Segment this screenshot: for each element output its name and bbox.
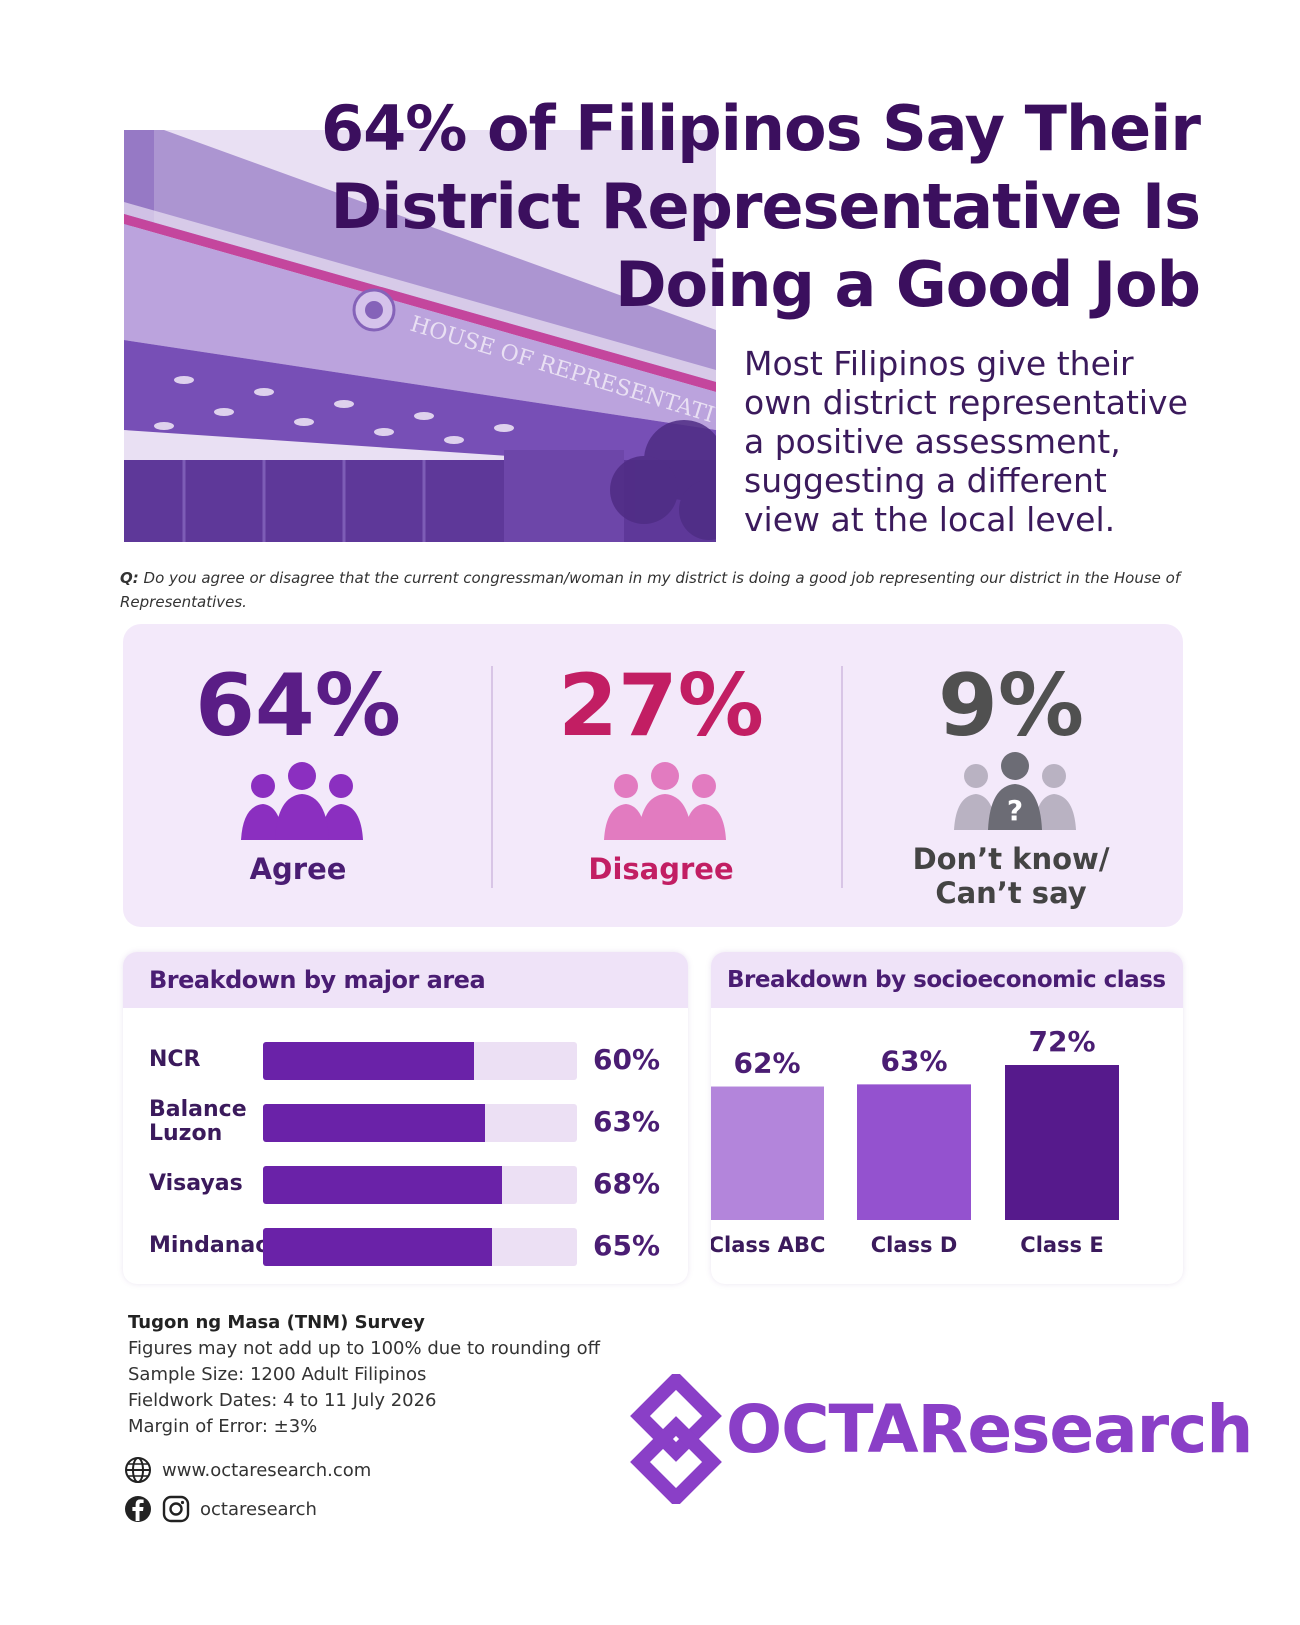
dont-know-label-line: Don’t know/: [912, 842, 1110, 876]
area-bar: [263, 1042, 474, 1080]
area-value-label: 63%: [593, 1105, 661, 1138]
area-value-label: 65%: [593, 1229, 661, 1262]
summary-agree: 64% Agree: [123, 624, 473, 927]
area-breakdown-panel: Breakdown by major area NCR 60% Balance Lu…: [123, 952, 688, 1284]
social-handle[interactable]: octaresearch: [200, 1498, 317, 1520]
dont-know-label-line: Can’t say: [935, 876, 1087, 910]
survey-question: Q: Do you agree or disagree that the cur…: [120, 566, 1200, 614]
area-bar-track: [263, 1228, 577, 1266]
subtitle: Most Filipinos give their own district r…: [744, 344, 1244, 539]
class-bar: [857, 1084, 971, 1220]
facebook-icon[interactable]: [124, 1495, 152, 1523]
area-category-label: Visayas: [149, 1171, 243, 1196]
class-panel-title: Breakdown by socioeconomic class: [711, 952, 1183, 1008]
disagree-label: Disagree: [588, 852, 734, 886]
title-line: 64% of Filipinos Say Their: [321, 92, 1201, 165]
sample-size: Sample Size: 1200 Adult Filipinos: [128, 1364, 427, 1385]
rounding-note: Figures may not add up to 100% due to ro…: [128, 1338, 600, 1359]
dont-know-label: Don’t know/ Can’t say: [836, 842, 1186, 910]
class-bar: [1005, 1065, 1119, 1220]
area-value-label: 60%: [593, 1043, 661, 1076]
area-bar-track: [263, 1166, 577, 1204]
summary-dont-know: 9% ? Don’t know/ Can’t say: [836, 624, 1186, 927]
class-value-label: 72%: [1028, 1025, 1095, 1058]
survey-name: Tugon ng Masa (TNM) Survey: [128, 1312, 425, 1333]
area-bar: [263, 1228, 492, 1266]
summary-card: 64% Agree 27% Disagree 9% ?: [123, 624, 1183, 927]
class-breakdown-panel: Breakdown by socioeconomic class 62% Clas…: [711, 952, 1183, 1284]
octa-research-logo: OCTAResearch: [630, 1370, 1253, 1508]
divider: [841, 666, 843, 888]
class-bar: [711, 1086, 824, 1220]
area-value-label: 68%: [593, 1167, 661, 1200]
area-row: Visayas 68%: [123, 1164, 688, 1204]
website-link[interactable]: www.octaresearch.com: [162, 1459, 372, 1481]
subtitle-line: view at the local level.: [744, 500, 1116, 539]
social-row: octaresearch: [124, 1495, 317, 1523]
instagram-icon[interactable]: [162, 1495, 190, 1523]
class-category-label: Class D: [871, 1233, 958, 1257]
fieldwork-dates: Fieldwork Dates: 4 to 11 July 2026: [128, 1390, 437, 1411]
class-value-label: 63%: [880, 1044, 947, 1077]
class-bar-chart: 62% Class ABC 63% Class D 72% Class E: [711, 1025, 1119, 1257]
svg-text:?: ?: [1007, 794, 1023, 827]
area-row: NCR 60%: [123, 1040, 688, 1080]
agree-percent: 64%: [195, 656, 401, 756]
class-value-label: 62%: [733, 1047, 800, 1080]
area-row: Mindanao 65%: [123, 1226, 688, 1266]
people-question-icon: ?: [954, 752, 1076, 830]
hero-photo-house-of-representatives: HOUSE OF REPRESENTATIVES: [124, 130, 716, 542]
class-category-label: Class E: [1020, 1233, 1103, 1257]
area-row: Balance Luzon 63%: [123, 1097, 688, 1146]
area-bar-track: [263, 1104, 577, 1142]
subtitle-line: own district representative: [744, 383, 1188, 422]
disagree-percent: 27%: [558, 656, 764, 756]
title-line: District Representative Is: [330, 170, 1201, 243]
class-category-label: Class ABC: [711, 1233, 825, 1257]
area-bar-track: [263, 1042, 577, 1080]
logo-wordmark: OCTAResearch: [726, 1391, 1253, 1468]
divider: [491, 666, 493, 888]
area-category-label: Balance Luzon: [149, 1097, 247, 1146]
website-row: www.octaresearch.com: [124, 1456, 371, 1484]
people-group-icon: [604, 762, 726, 840]
globe-icon: [125, 1457, 151, 1483]
subtitle-line: suggesting a different: [744, 461, 1107, 500]
summary-disagree: 27% Disagree: [486, 624, 836, 927]
subtitle-line: a positive assessment,: [744, 422, 1121, 461]
area-bar: [263, 1166, 503, 1204]
area-category-label: NCR: [149, 1047, 201, 1072]
area-category-label: Mindanao: [149, 1233, 271, 1258]
octa-logo-mark-icon: [630, 1370, 722, 1508]
people-group-icon: [241, 762, 363, 840]
margin-of-error: Margin of Error: ±3%: [128, 1416, 318, 1437]
survey-notes: Tugon ng Masa (TNM) Survey Figures may n…: [128, 1310, 648, 1440]
dont-know-percent: 9%: [937, 656, 1084, 756]
title-line: Doing a Good Job: [615, 248, 1201, 321]
subtitle-line: Most Filipinos give their: [744, 344, 1134, 383]
area-bar: [263, 1104, 485, 1142]
area-panel-title: Breakdown by major area: [123, 952, 688, 1008]
agree-label: Agree: [249, 852, 347, 886]
question-prefix: Q:: [120, 569, 139, 587]
page-title: 64% of Filipinos Say Their District Repr…: [270, 90, 1201, 324]
question-text: Do you agree or disagree that the curren…: [120, 569, 1181, 611]
